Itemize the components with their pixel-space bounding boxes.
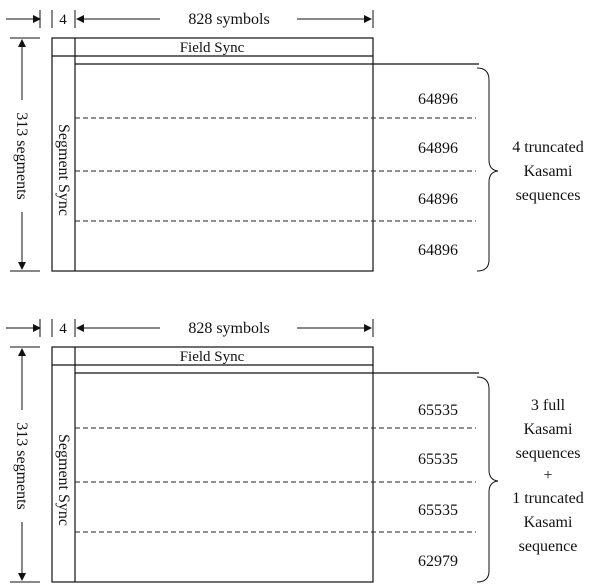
sequence-length: 64896 bbox=[418, 191, 458, 208]
brace-label-line: Kasami bbox=[524, 163, 573, 180]
brace bbox=[476, 67, 499, 272]
panel-top: 4 828 symbols 313 segments Field Sync Se… bbox=[6, 10, 584, 272]
height-label: 313 segments bbox=[13, 112, 30, 200]
width-label-small: 4 bbox=[59, 321, 67, 337]
panel-bottom: 4 828 symbols 313 segments Field Sync Se… bbox=[6, 319, 584, 583]
sequence-length: 65535 bbox=[418, 451, 458, 468]
brace-label-line: 4 truncated bbox=[512, 139, 584, 156]
sequence-length: 64896 bbox=[418, 140, 458, 157]
brace-label-line: 1 truncated bbox=[512, 490, 584, 507]
sequence-length: 64896 bbox=[418, 242, 458, 259]
width-label-large: 828 symbols bbox=[188, 320, 269, 337]
width-label-large: 828 symbols bbox=[188, 11, 269, 28]
brace-label-line: sequence bbox=[519, 538, 578, 555]
brace-label-line: sequences bbox=[516, 187, 581, 204]
frame bbox=[51, 346, 374, 583]
sequence-length: 65535 bbox=[418, 502, 458, 519]
brace-label-line: Kasami bbox=[524, 514, 573, 531]
sequence-length: 65535 bbox=[418, 402, 458, 419]
segment-sync-label: Segment Sync bbox=[55, 124, 72, 216]
width-label-small: 4 bbox=[59, 12, 67, 28]
sequence-length: 64896 bbox=[418, 91, 458, 108]
brace bbox=[476, 376, 499, 583]
field-sync-label: Field Sync bbox=[180, 349, 245, 365]
field-sync-label: Field Sync bbox=[180, 40, 245, 56]
sequence-length: 62979 bbox=[418, 553, 458, 570]
brace-label-line: Kasami bbox=[524, 421, 573, 438]
frame bbox=[51, 37, 374, 272]
height-label: 313 segments bbox=[13, 422, 30, 510]
segment-sync-label: Segment Sync bbox=[55, 434, 72, 526]
brace-label-line: sequences bbox=[516, 445, 581, 462]
brace-label-line: 3 full bbox=[531, 397, 566, 414]
brace-label-line: + bbox=[543, 467, 552, 484]
